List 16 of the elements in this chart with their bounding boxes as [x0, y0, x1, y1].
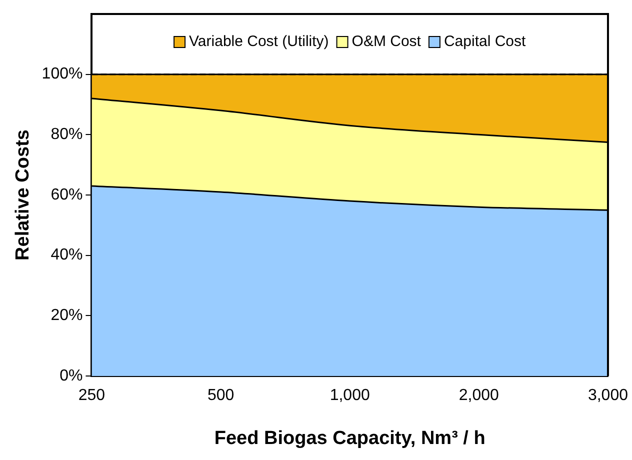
x-tick-label: 1,000 — [330, 387, 370, 404]
x-tick-label: 500 — [207, 387, 234, 404]
y-axis-title: Relative Costs — [12, 130, 34, 260]
x-tick-label: 250 — [78, 387, 106, 404]
legend-label: Capital Cost — [444, 33, 526, 50]
x-tick-label: 3,000 — [588, 387, 628, 404]
legend-label: Variable Cost (Utility) — [189, 33, 329, 50]
y-tick-label: 20% — [50, 307, 83, 324]
legend-label: O&M Cost — [352, 33, 422, 50]
y-tick-label: 80% — [50, 126, 83, 144]
x-axis-title: Feed Biogas Capacity, Nm³ / h — [214, 428, 486, 449]
y-tick-label: 0% — [60, 367, 83, 384]
x-tick-label: 2,000 — [458, 387, 500, 404]
y-tick-label: 40% — [50, 246, 83, 264]
y-tick-label: 100% — [42, 66, 83, 83]
y-tick-label: 60% — [50, 186, 83, 204]
